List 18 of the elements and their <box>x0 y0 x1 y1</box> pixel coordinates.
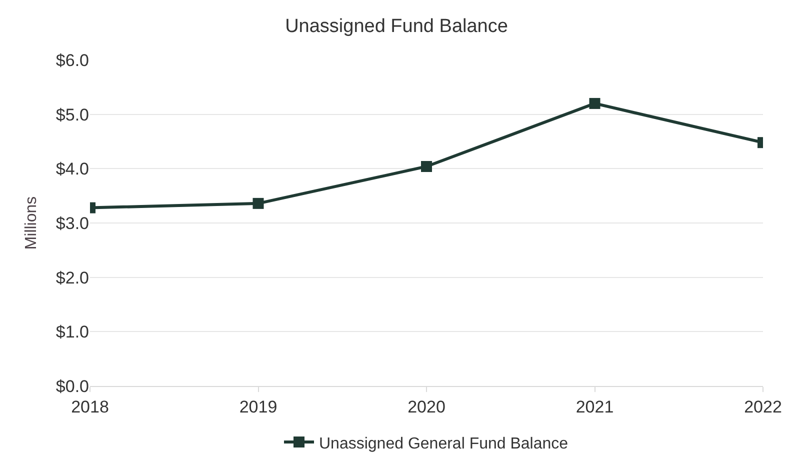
point <box>252 198 264 209</box>
x-tick-label: 2020 <box>408 397 446 416</box>
x-tick-label: 2021 <box>576 397 614 416</box>
y-tick-label: $2.0 <box>56 268 89 288</box>
y-tick-label: $1.0 <box>56 322 89 342</box>
y-tick-label: $4.0 <box>56 160 89 179</box>
y-tick-label: $3.0 <box>56 214 89 233</box>
legend-label: Unassigned General Fund Balance <box>319 435 568 452</box>
y-tick-label: $6.0 <box>56 50 89 70</box>
chart-title: Unassigned Fund Balance <box>285 16 508 38</box>
y-tick-label: $5.0 <box>56 105 89 124</box>
x-tick-label: 2022 <box>744 397 782 416</box>
point <box>589 98 600 109</box>
y-axis-title: Millions <box>22 196 40 250</box>
x-tick-label: 2019 <box>239 397 278 416</box>
x-tick-label: 2018 <box>71 397 109 416</box>
y-tick-label: $0.0 <box>56 376 89 396</box>
point <box>421 160 432 172</box>
